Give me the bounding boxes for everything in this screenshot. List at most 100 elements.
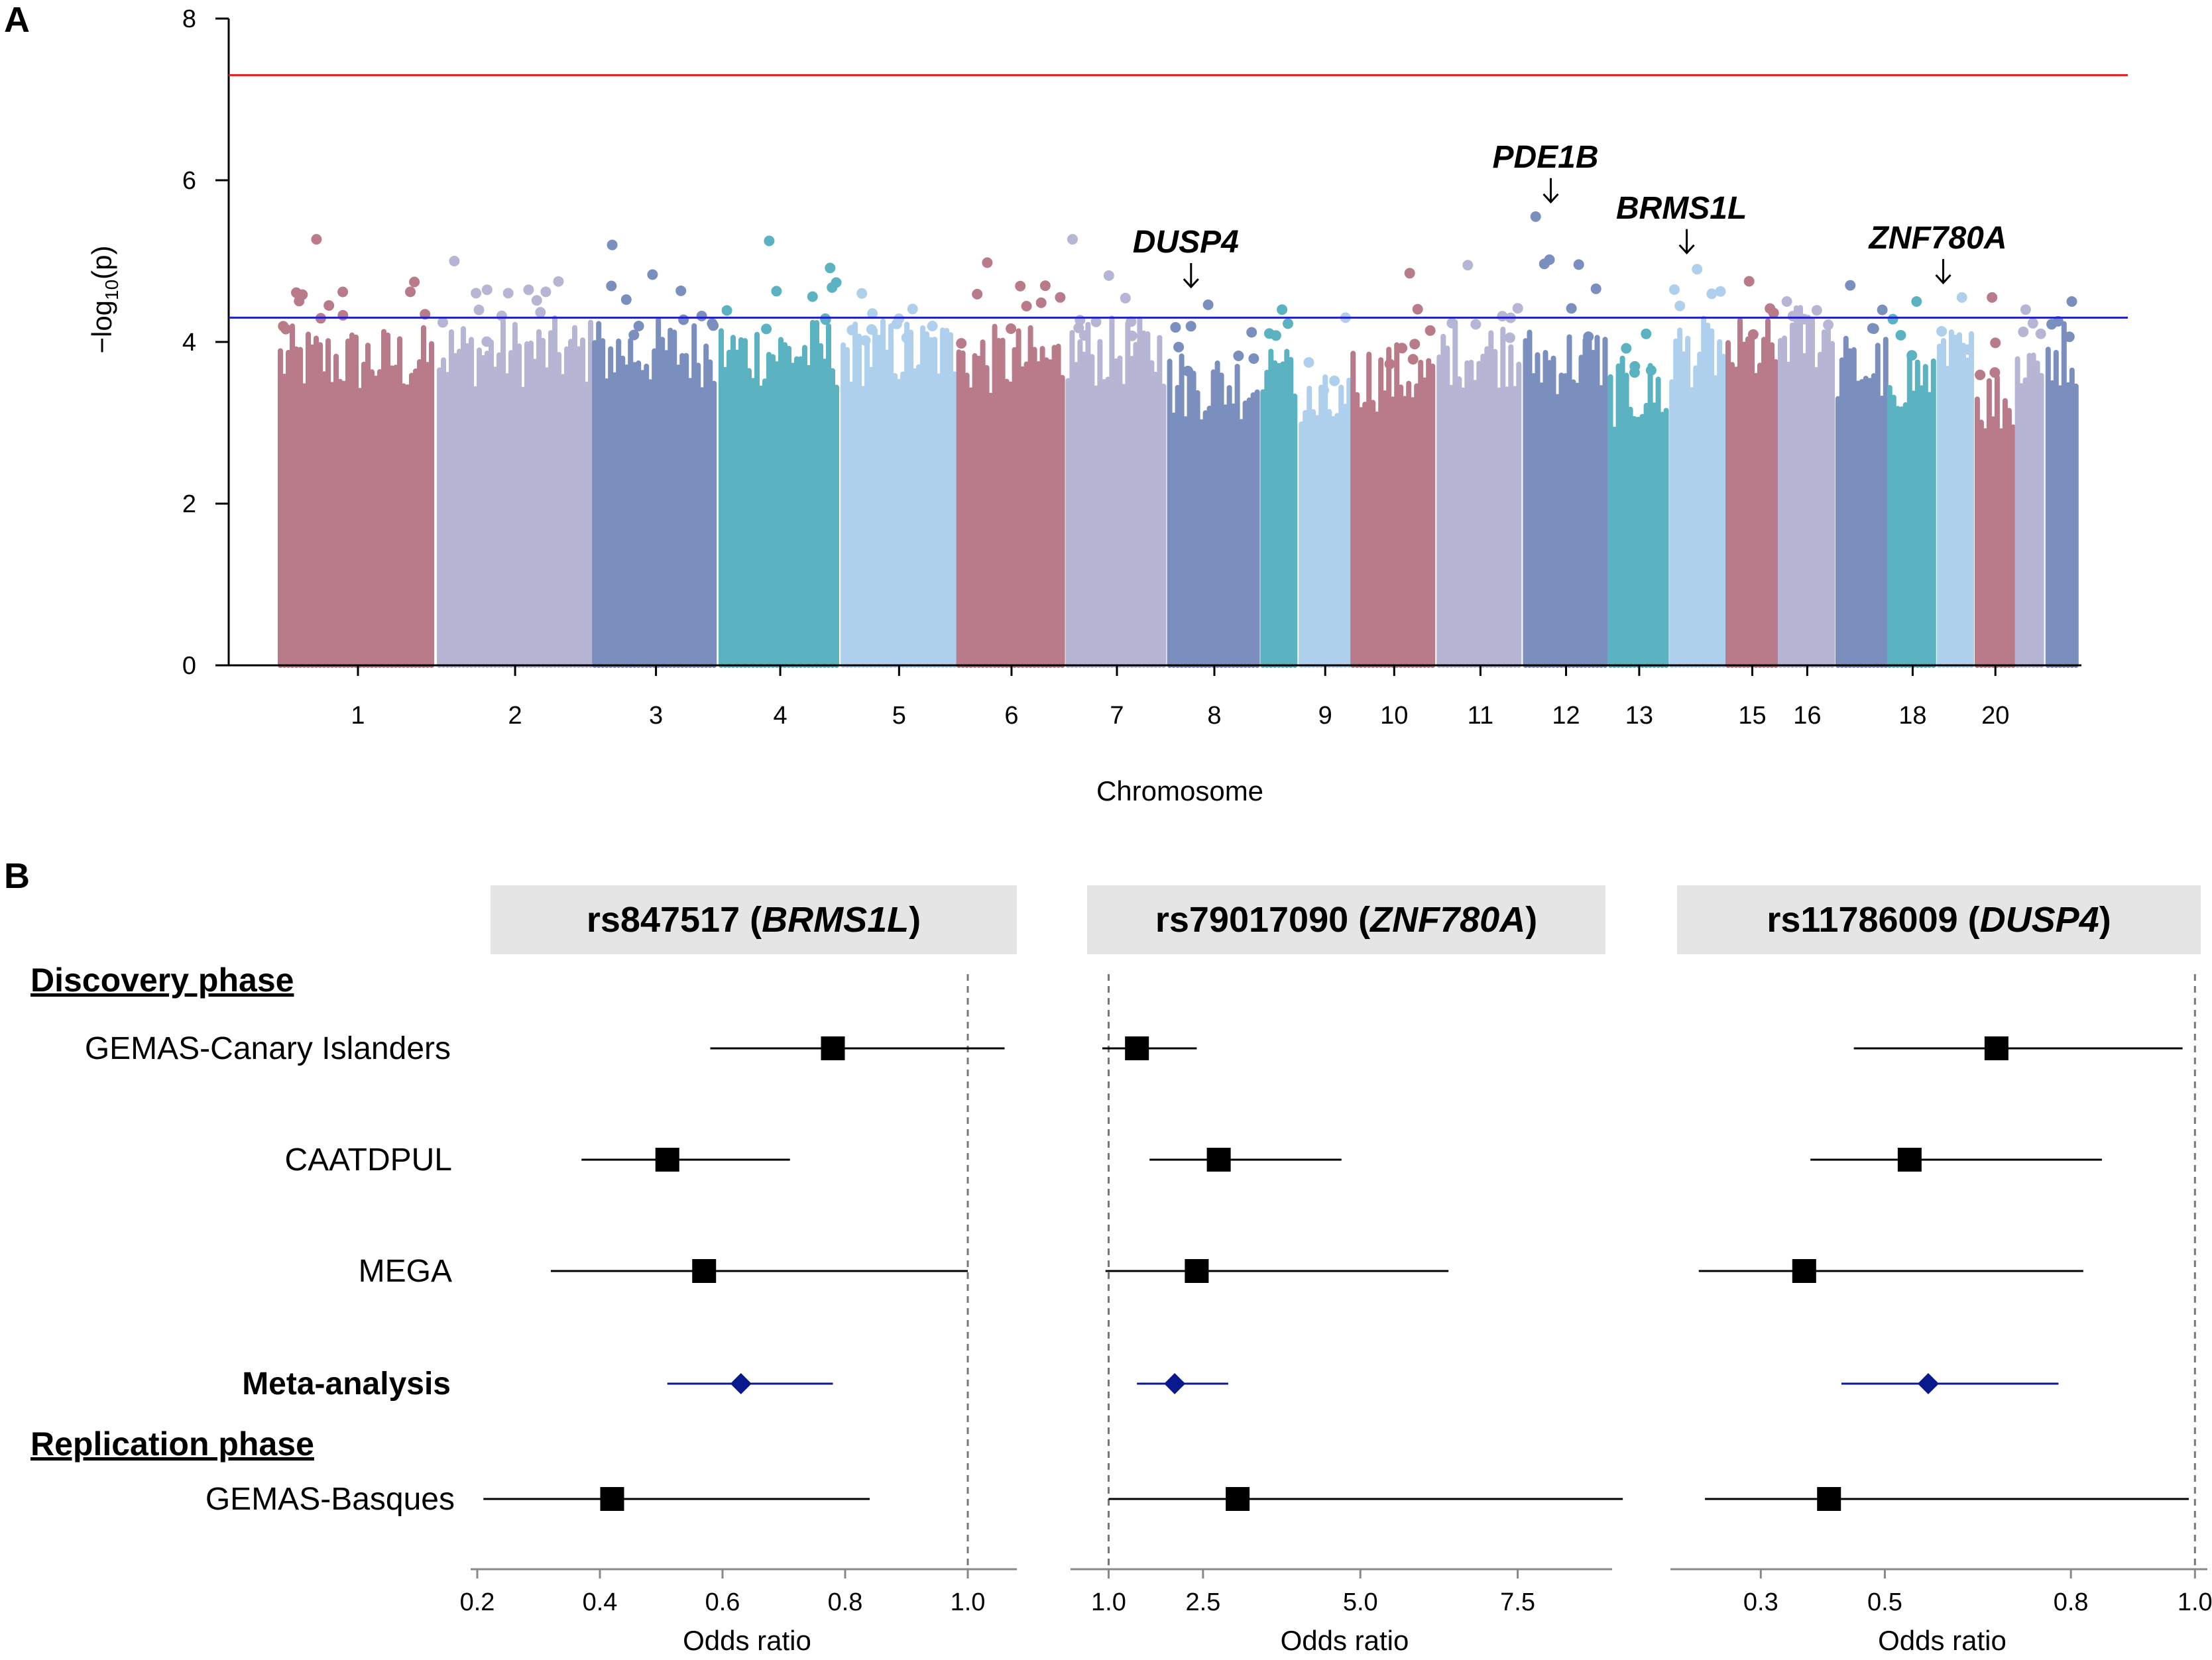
snp-point	[607, 239, 618, 250]
snp-point	[278, 321, 289, 332]
snp-point	[1021, 301, 1032, 311]
x-tick-label: 20	[1981, 702, 2009, 730]
snp-point	[1384, 359, 1395, 370]
discovery-phase-label: Discovery phase	[30, 962, 294, 999]
chromosome-7	[1065, 234, 1167, 668]
odds-ratio-square	[1226, 1487, 1250, 1511]
x-tick-label: 8	[1207, 702, 1221, 730]
snp-point	[1641, 328, 1652, 339]
meta-estimate-diamond	[730, 1373, 752, 1394]
snp-point	[927, 321, 938, 331]
snp-point	[633, 321, 644, 331]
snp-point	[1248, 353, 1259, 364]
snp-point	[860, 335, 871, 346]
snp-cloud	[1350, 342, 1436, 668]
row-labels: GEMAS-Canary Islanders CAATDPUL MEGA Meta-a…	[85, 1031, 455, 1517]
chromosome-6	[956, 257, 1066, 668]
snp-cloud	[1974, 374, 2016, 668]
snp-cloud	[1260, 349, 1298, 668]
x-tick-label: 16	[1793, 702, 1821, 730]
snp-point	[535, 307, 546, 318]
snp-point	[473, 304, 485, 315]
snp-cloud	[719, 319, 839, 668]
meta-estimate-diamond	[1164, 1373, 1186, 1394]
snp-point	[1544, 254, 1555, 265]
odds-ratio-square	[655, 1148, 679, 1172]
snp-cloud	[841, 318, 958, 668]
snp-point	[846, 325, 858, 336]
forest-x-label: Odds ratio	[1281, 1625, 1409, 1656]
snp-point	[1006, 323, 1017, 334]
snp-point	[1781, 296, 1792, 307]
x-tick-label: 9	[1318, 702, 1332, 730]
snp-point	[540, 286, 552, 298]
forest-tick-label: 1.0	[2178, 1588, 2212, 1616]
forest-panel-dusp4: rs11786009 (DUSP4) 0.3 0.5 0.8 1.0 Odds ratio	[1670, 885, 2212, 1656]
meta-estimate-diamond	[1917, 1373, 1939, 1394]
snp-point	[1629, 367, 1640, 378]
snp-point	[1407, 354, 1419, 365]
snp-cloud	[1937, 329, 1974, 668]
x-tick-label: 7	[1110, 702, 1124, 730]
forest-tick-label: 0.8	[828, 1588, 863, 1616]
forest-panel-znf780a: rs79017090 (ZNF780A) 1.0 2.5 5.0 7.5 Odds rat…	[1071, 885, 1623, 1656]
snp-point	[1787, 311, 1798, 321]
snp-point	[1277, 304, 1288, 315]
chromosome-segment-17	[1835, 280, 1889, 668]
snp-point	[1669, 284, 1680, 295]
x-tick-label: 18	[1898, 702, 1926, 730]
x-tick-label: 4	[773, 702, 787, 730]
forest-tick-label: 1.0	[951, 1588, 986, 1616]
panel-strip	[1677, 885, 2201, 954]
chromosome-segment-14	[1669, 264, 1727, 668]
snp-point	[2035, 328, 2046, 339]
forest-panel-brms1l: rs847517 (BRMS1L) 0.2 0.4 0.6 0.8 1.0 Odds rat…	[460, 885, 1017, 1656]
snp-point	[297, 289, 308, 300]
snp-point	[1692, 264, 1703, 275]
snp-point	[1645, 364, 1657, 376]
snp-point	[1078, 330, 1090, 341]
forest-tick-label: 0.5	[1867, 1588, 1902, 1616]
y-tick-label: 4	[182, 329, 196, 357]
snp-point	[831, 277, 842, 288]
row-label: GEMAS-Basques	[205, 1482, 455, 1517]
snp-cloud	[1436, 319, 1522, 668]
snp-point	[337, 309, 349, 321]
gene-label: DUSP4	[1133, 225, 1239, 260]
snp-point	[1674, 300, 1686, 311]
snp-point	[437, 317, 448, 328]
odds-ratio-square	[1984, 1036, 2008, 1060]
snp-point	[628, 329, 640, 341]
annotation-arrow	[1935, 258, 1951, 285]
snp-point	[1425, 325, 1436, 336]
forest-tick-label: 0.4	[583, 1588, 618, 1616]
snp-point	[907, 304, 918, 315]
chromosome-13	[1607, 328, 1669, 668]
snp-point	[707, 318, 718, 329]
snp-point	[1233, 351, 1244, 361]
snp-point	[1462, 260, 1474, 271]
snp-point	[2018, 326, 2029, 337]
snp-point	[2064, 331, 2075, 343]
snp-point	[1173, 341, 1185, 353]
snp-point	[323, 300, 335, 311]
snp-cloud	[1299, 374, 1352, 668]
forest-tick-label: 5.0	[1343, 1588, 1378, 1616]
gene-label: BRMS1L	[1616, 191, 1747, 226]
y-tick-label: 2	[182, 490, 196, 518]
row-label: MEGA	[359, 1254, 452, 1289]
forest-tick-label: 0.6	[705, 1588, 740, 1616]
chromosome-4	[719, 235, 842, 668]
chromosome-8	[1167, 299, 1260, 668]
snp-point	[1090, 316, 1102, 327]
annotation-arrow	[1183, 263, 1199, 289]
snp-point	[678, 314, 689, 325]
odds-ratio-square	[692, 1259, 717, 1283]
snp-point	[2046, 319, 2058, 330]
odds-ratio-square	[600, 1487, 624, 1511]
snp-cloud	[2014, 353, 2044, 668]
forest-tick-label: 0.8	[2054, 1588, 2089, 1616]
panel-strip	[491, 885, 1017, 954]
snp-point	[311, 234, 322, 245]
